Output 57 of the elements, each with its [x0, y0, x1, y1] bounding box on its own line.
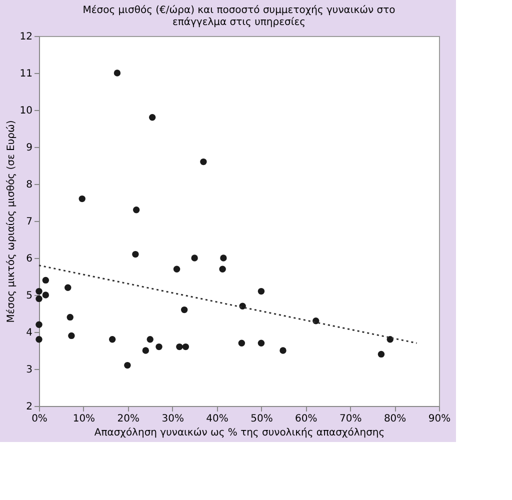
x-tick-label: 60%	[295, 414, 318, 424]
x-tick-label: 90%	[428, 414, 451, 424]
x-tick-label: 30%	[162, 414, 184, 424]
y-tick-label: 3	[26, 364, 32, 376]
text: Μέσος μισθός (€/ώρα) και ποσοστό συμμετοχής γυναικών στο	[82, 5, 396, 16]
point	[180, 306, 188, 314]
point	[68, 332, 75, 340]
x-axis-title: Απασχόληση γυναικών ως % της συνολικής απασχόλησης	[94, 428, 385, 438]
point	[146, 336, 154, 343]
y-tick-label: 5	[26, 290, 32, 302]
point	[36, 321, 42, 328]
y-tick-label: 11	[20, 68, 32, 80]
x-tick-label: 50%	[250, 414, 273, 424]
point	[191, 254, 198, 262]
y-tick-label: 2	[26, 402, 32, 412]
y-tick-label: 10	[20, 106, 32, 116]
y-tick-label: 8	[26, 180, 32, 190]
x-tick-label: 0%	[32, 414, 48, 424]
point	[258, 340, 265, 346]
text: επάγγελμα στις υπηρεσίες	[172, 17, 306, 28]
point	[36, 288, 42, 295]
x-tick-label: 70%	[339, 414, 362, 424]
point	[132, 206, 140, 214]
x-tick-label: 10%	[72, 414, 96, 424]
point	[36, 336, 42, 343]
point	[114, 70, 121, 76]
point	[200, 158, 207, 166]
point	[280, 347, 286, 354]
point	[124, 362, 131, 369]
point	[42, 276, 50, 284]
point	[148, 114, 156, 121]
point	[66, 314, 74, 321]
x-tick-label: 80%	[384, 414, 406, 424]
point	[42, 292, 50, 298]
point	[64, 284, 72, 291]
y-tick-label: 12	[20, 32, 32, 42]
point	[176, 343, 183, 350]
point	[219, 266, 226, 272]
point	[258, 288, 265, 295]
point	[378, 350, 385, 358]
y-axis-title: Μέσος μικτός ωριαίος μισθός (σε Ευρώ)	[6, 120, 17, 323]
point	[173, 266, 180, 272]
point	[142, 347, 150, 354]
point	[36, 295, 42, 302]
point	[156, 343, 162, 350]
point	[182, 343, 190, 350]
point	[132, 250, 139, 258]
point	[108, 336, 116, 343]
point	[238, 340, 246, 346]
y-tick-label: 9	[26, 142, 32, 154]
x-tick-label: 40%	[206, 414, 228, 424]
point	[78, 195, 86, 202]
x-tick-label: 20%	[117, 414, 140, 424]
y-tick-label: 7	[26, 216, 32, 228]
y-tick-label: 4	[26, 328, 32, 338]
point	[220, 254, 227, 262]
y-tick-label: 6	[26, 254, 32, 264]
